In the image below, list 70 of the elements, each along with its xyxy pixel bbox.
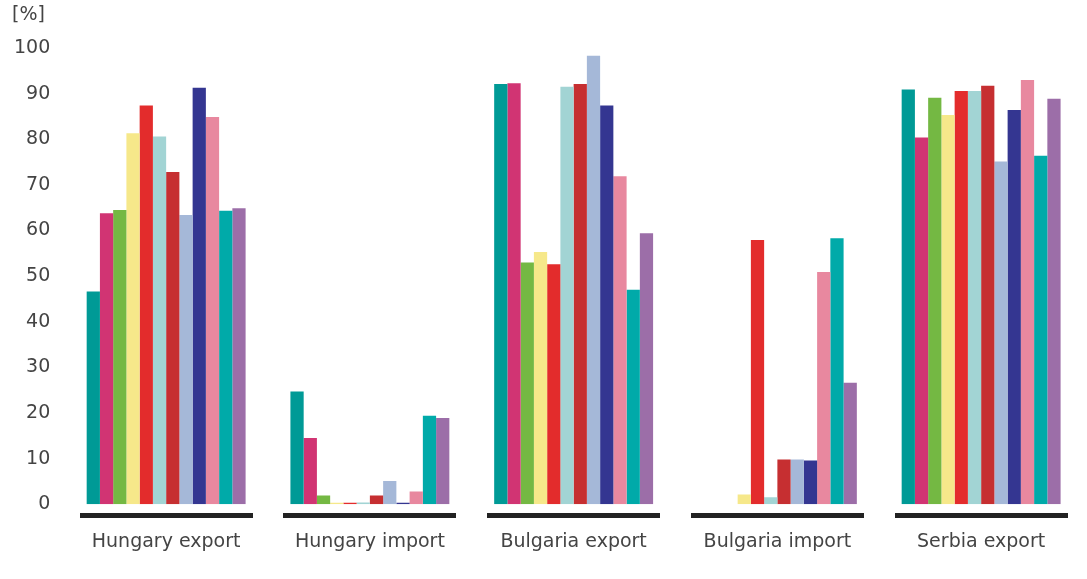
y-tick-label: 0 (38, 491, 51, 514)
bar (817, 271, 831, 505)
bar (547, 264, 561, 505)
bar (1047, 98, 1061, 505)
x-tick-label: Hungary export (91, 528, 241, 551)
bar (830, 238, 844, 505)
bar (99, 213, 114, 505)
bar (914, 137, 929, 505)
bar (303, 438, 317, 505)
bar (166, 172, 180, 505)
y-tick-label: 100 (14, 34, 51, 57)
bar (219, 210, 233, 505)
x-tick-label: Bulgaria export (500, 528, 647, 551)
bar (790, 459, 804, 505)
bar (232, 208, 246, 505)
bar (1007, 110, 1021, 505)
bar (967, 90, 982, 505)
bar (126, 133, 140, 505)
bar (436, 417, 450, 505)
x-tick-label: Serbia export (917, 528, 1046, 551)
bar (422, 415, 437, 505)
bar (383, 480, 397, 505)
bar (369, 495, 384, 505)
bar (152, 136, 167, 505)
y-tick-label: 60 (26, 217, 51, 240)
bar (409, 491, 423, 505)
bar (1034, 155, 1048, 505)
x-tick-label: Bulgaria import (703, 528, 852, 551)
bar (205, 116, 220, 505)
bar (139, 105, 153, 505)
bar (533, 251, 548, 505)
bar (586, 55, 601, 505)
bar (994, 161, 1008, 505)
y-tick-label: 30 (26, 354, 51, 377)
y-axis-title: [%] (12, 2, 45, 25)
bar (941, 115, 955, 505)
bar (494, 84, 508, 505)
bar (901, 89, 915, 505)
bar (777, 459, 791, 505)
bar (507, 83, 521, 505)
y-tick-label: 80 (26, 126, 51, 149)
y-tick-label: 50 (26, 263, 51, 286)
bar (290, 391, 304, 505)
bar (600, 105, 614, 505)
bar (954, 90, 968, 505)
bar (764, 497, 778, 505)
bar (1020, 79, 1035, 505)
bar (626, 289, 640, 505)
bar (316, 495, 331, 505)
y-tick-label: 10 (26, 445, 51, 468)
bar (560, 86, 574, 505)
bar (573, 84, 587, 505)
bar (639, 233, 654, 505)
bar (750, 240, 765, 505)
y-tick-label: 40 (26, 308, 51, 331)
y-tick-label: 90 (26, 80, 51, 103)
bar (981, 85, 995, 505)
bar (613, 176, 627, 505)
y-tick-label: 70 (26, 171, 51, 194)
bar (737, 494, 751, 505)
bar (843, 382, 857, 505)
x-tick-label: Hungary import (294, 528, 445, 551)
bar (86, 291, 100, 505)
bar (803, 460, 818, 505)
y-tick-label: 20 (26, 399, 51, 422)
bar (179, 214, 193, 505)
bar (520, 262, 534, 505)
bar (113, 209, 127, 505)
bar (928, 97, 942, 505)
bar (192, 87, 206, 505)
